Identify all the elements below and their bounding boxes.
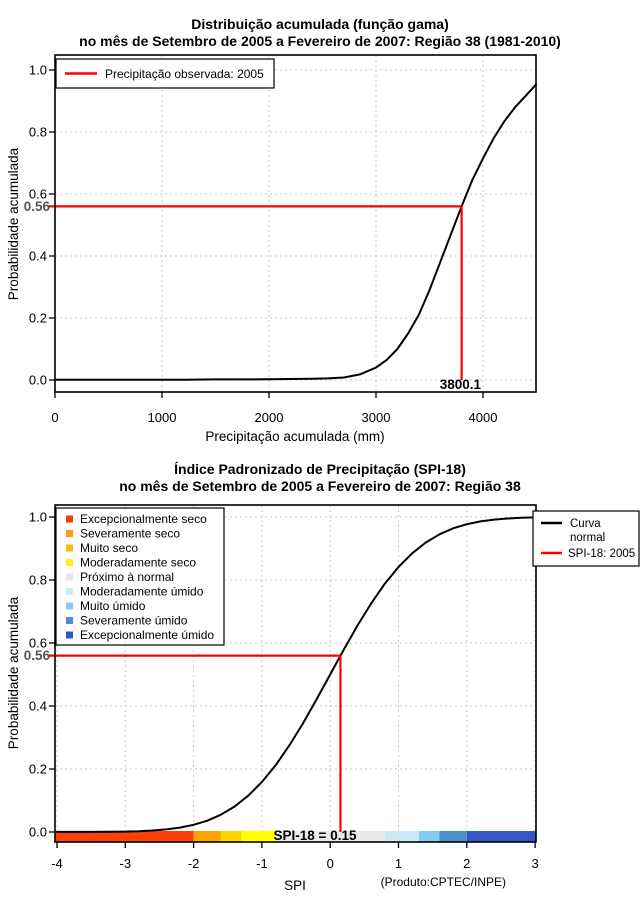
category-label: Muito seco [80,541,138,555]
y-tick-label: 0.0 [29,373,47,388]
legend-label: Precipitação observada: 2005 [105,67,264,81]
category-label: Severamente seco [80,527,180,541]
highlight-x-value: 3800.1 [440,377,482,392]
colorbar-segment [193,831,221,842]
cdf-curve [54,83,537,381]
category-label: Muito úmido [80,599,146,613]
category-label: Próximo à normal [80,570,174,584]
legend-label: normal [570,532,605,544]
cdf-curve [56,516,537,833]
legend-label: SPI-18: 2005 [568,548,635,560]
category-label: Excepcionalmente seco [80,512,207,526]
highlight-bar-label: SPI-18 = 0.15 [274,828,357,843]
chart2-yaxis-label: Probabilidade acumulada [6,596,21,750]
highlight-lines [48,205,463,380]
category-swatch [66,544,73,552]
highlight-probability-value: 0.56 [24,199,51,214]
x-tick-label: 1000 [148,410,177,425]
y-tick-label: 0.4 [29,249,47,264]
category-label: Severamente úmido [80,614,188,628]
colorbar-segment [466,831,536,842]
category-label: Moderadamente úmido [80,585,204,599]
category-swatch [66,573,73,581]
chart1-subtitle: no mês de Setembro de 2005 a Fevereiro d… [79,33,561,49]
x-tick-label: -2 [188,856,200,871]
colorbar-segment [384,831,419,842]
highlight-lines [48,654,342,832]
legend-curves: Curva normal SPI-18: 2005 [532,510,640,567]
colorbar-segment [439,831,467,842]
category-swatch [66,515,73,523]
x-tick-label: -1 [256,856,268,871]
gamma-cdf-chart: 3800.10.560 1000 2000 3000 40000.00.20.40.60… [24,54,537,425]
category-swatch [66,617,73,624]
category-label: Excepcionalmente úmido [80,628,214,642]
y-tick-label: 0.2 [29,762,47,777]
chart2-xaxis-label: SPI [284,878,306,893]
chart2-title: Índice Padronizado de Precipitação (SPI-… [174,461,466,477]
x-tick-label: -3 [120,856,132,871]
x-axis: -4 -3 -2 -1 0 1 2 3 [51,842,539,871]
x-tick-label: 4000 [469,410,498,425]
category-label: Moderadamente seco [80,556,196,570]
colorbar-segment [418,831,440,842]
y-tick-label: 0.0 [29,825,47,840]
x-axis: 0 1000 2000 3000 4000 [51,392,497,425]
chart1-title: Distribuição acumulada (função gama) [191,16,449,32]
spi-cdf-chart: SPI-18 = 0.150.56-4 -3 -2 -1 0 1 2 30.00.20.40.… [24,504,640,871]
y-tick-label: 1.0 [29,510,47,525]
colorbar-segment [241,831,276,842]
y-axis: 0.0 0.2 0.4 0.6 0.8 1.0 [29,63,55,388]
y-axis: 0.0 0.2 0.4 0.6 0.8 1.0 [29,510,55,840]
y-tick-label: 0.4 [29,699,47,714]
x-tick-label: 0 [51,410,58,425]
x-tick-label: -4 [51,856,63,871]
x-tick-label: 0 [327,856,334,871]
x-tick-label: 2 [463,856,470,871]
plot-border [54,54,537,393]
category-swatch [66,559,73,566]
y-tick-label: 0.2 [29,311,47,326]
y-tick-label: 0.6 [29,636,47,651]
legend-label: Curva [570,518,601,530]
y-tick-label: 0.8 [29,573,47,588]
colorbar-segment [55,831,194,842]
y-tick-label: 1.0 [29,63,47,78]
chart2-subtitle: no mês de Setembro de 2005 a Fevereiro d… [119,478,521,494]
category-swatch [66,631,73,639]
category-swatch [66,588,73,595]
category-swatch [66,602,73,610]
chart1-xaxis-label: Precipitação acumulada (mm) [205,429,385,444]
plot-border [54,504,537,843]
y-tick-label: 0.6 [29,187,47,202]
x-tick-label: 2000 [255,410,284,425]
chart1-yaxis-label: Probabilidade acumulada [6,147,21,301]
spi-colorbar [55,831,536,842]
legend-observed: Precipitação observada: 2005 [55,58,275,89]
highlight-probability-value: 0.56 [24,648,51,663]
chart2-source-note: (Produto:CPTEC/INPE) [380,875,506,889]
colorbar-segment [275,831,385,842]
x-tick-label: 1 [395,856,402,871]
colorbar-segment [220,831,242,842]
x-tick-label: 3000 [362,410,391,425]
y-tick-label: 0.8 [29,125,47,140]
x-tick-label: 3 [531,856,538,871]
plot-area [55,55,536,392]
category-swatch [66,530,73,537]
